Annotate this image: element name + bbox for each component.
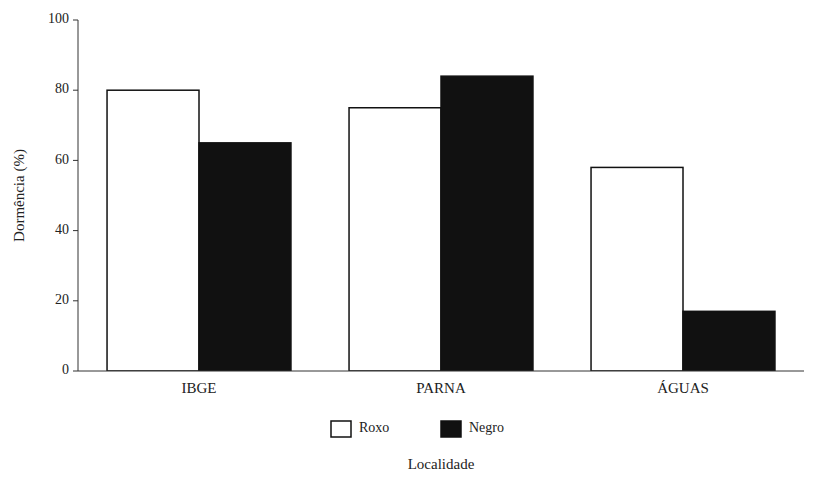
bar [591, 167, 683, 371]
x-axis-label: Localidade [408, 456, 475, 472]
legend-label: Negro [469, 420, 504, 435]
y-tick [73, 160, 78, 161]
y-tick-label: 60 [55, 152, 69, 167]
chart-container: 0 20 40 60 80 100 IBGE PARNA ÁGUAS Dormência (%) R… [0, 0, 828, 483]
y-tick [73, 90, 78, 91]
y-tick [73, 300, 78, 301]
y-tick-label: 100 [48, 11, 69, 26]
y-tick-label: 80 [55, 81, 69, 96]
x-axis-line [78, 371, 804, 372]
bar [349, 108, 441, 371]
y-tick [73, 20, 78, 21]
y-axis-label: Dormência (%) [11, 149, 28, 242]
legend-swatch [331, 421, 351, 437]
bar [683, 311, 775, 371]
x-tick-label: PARNA [416, 380, 466, 396]
y-axis-line [78, 20, 79, 371]
legend: Roxo Negro [331, 420, 504, 437]
y-tick [73, 230, 78, 231]
x-tick-label: IBGE [182, 380, 217, 396]
x-tick-label: ÁGUAS [657, 380, 709, 396]
y-tick [73, 371, 78, 372]
y-tick-label: 0 [62, 362, 69, 377]
legend-label: Roxo [359, 420, 389, 435]
y-tick-label: 40 [55, 222, 69, 237]
y-tick-label: 20 [55, 292, 69, 307]
legend-swatch [441, 421, 461, 437]
chart: 0 20 40 60 80 100 IBGE PARNA ÁGUAS Dormência (%) R… [0, 0, 828, 483]
bar [199, 143, 291, 371]
bar [441, 76, 533, 371]
bar [107, 90, 199, 371]
bars [107, 76, 775, 371]
